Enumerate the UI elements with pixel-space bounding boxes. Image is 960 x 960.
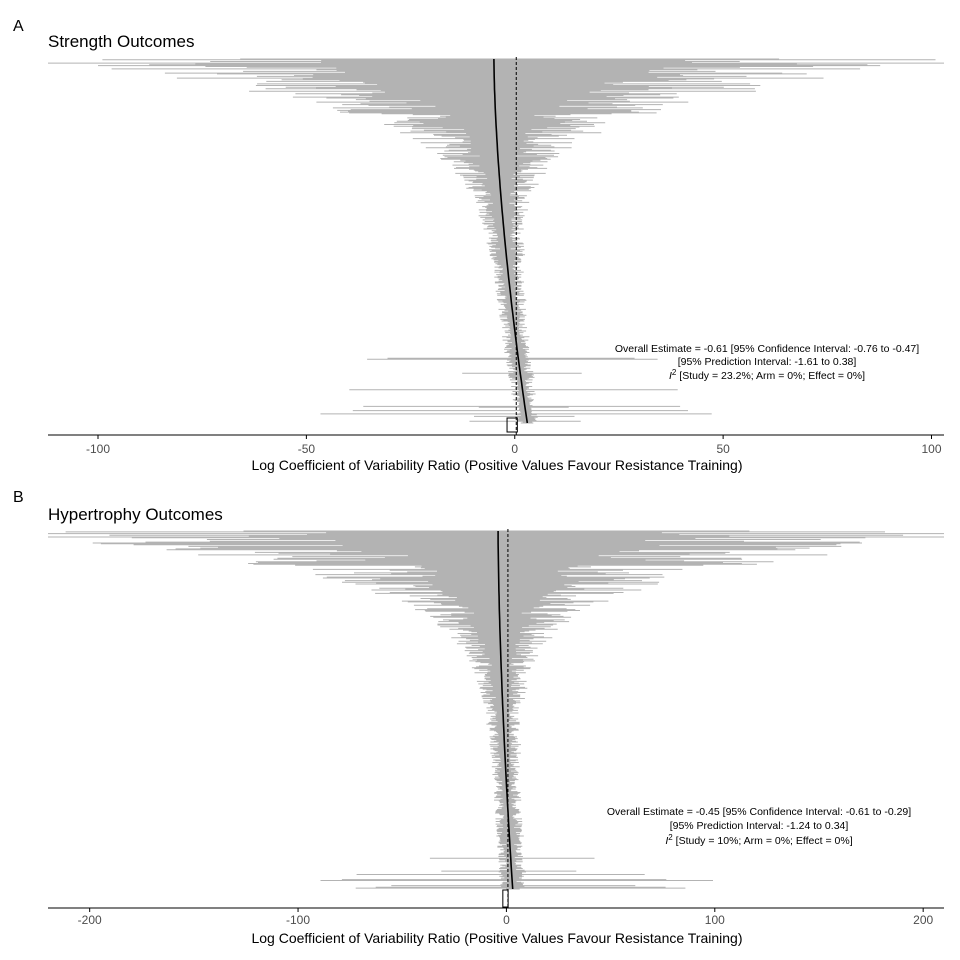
panel-b-annotation-line2: [95% Prediction Interval: -1.24 to 0.34] (670, 820, 849, 832)
panel-a-title: Strength Outcomes (48, 32, 194, 51)
panel-b-title: Hypertrophy Outcomes (48, 505, 223, 524)
panel-b-estimate-curve (497, 531, 514, 890)
panel-a-annotation-line1: Overall Estimate = -0.61 [95% Confidence… (615, 343, 919, 355)
panel-a-estimate-curve (493, 58, 529, 424)
x-tick-label: 100 (705, 913, 725, 927)
panel-a: A Strength Outcomes -100 -50 0 50 100 Log Co… (13, 18, 944, 473)
x-tick-label: 0 (511, 442, 518, 456)
panel-a-x-ticks: -100 -50 0 50 100 (86, 435, 942, 456)
panel-b-annotation-line3: I2 [Study = 10%; Arm = 0%; Effect = 0%] (665, 833, 852, 847)
panel-b-x-ticks: -200 -100 0 100 200 (78, 908, 933, 927)
x-tick-label: -100 (86, 442, 110, 456)
panel-a-i2-values: [Study = 23.2%; Arm = 0%; Effect = 0%] (676, 370, 865, 382)
panel-b: B Hypertrophy Outcomes -200 -100 0 100 200 L… (13, 489, 944, 946)
x-tick-label: -100 (286, 913, 310, 927)
panel-b-x-axis-label: Log Coefficient of Variability Ratio (Po… (251, 930, 742, 946)
x-tick-label: 50 (716, 442, 730, 456)
panel-b-overall-ci-box (502, 889, 509, 908)
x-tick-label: 100 (921, 442, 941, 456)
panel-b-letter: B (13, 489, 24, 506)
panel-a-letter: A (13, 18, 24, 35)
panel-b-i2-values: [Study = 10%; Arm = 0%; Effect = 0%] (673, 835, 853, 847)
panel-a-annotation-line3: I2 [Study = 23.2%; Arm = 0%; Effect = 0%… (669, 368, 865, 382)
x-tick-label: 0 (503, 913, 510, 927)
panel-a-annotation-line2: [95% Prediction Interval: -1.61 to 0.38] (678, 356, 857, 368)
x-tick-label: -200 (78, 913, 102, 927)
panel-b-annotation-line1: Overall Estimate = -0.45 [95% Confidence… (607, 806, 911, 818)
panel-a-x-axis-label: Log Coefficient of Variability Ratio (Po… (251, 457, 742, 473)
x-tick-label: -50 (298, 442, 316, 456)
panel-a-overall-ci-box (506, 417, 518, 433)
x-tick-label: 200 (913, 913, 933, 927)
